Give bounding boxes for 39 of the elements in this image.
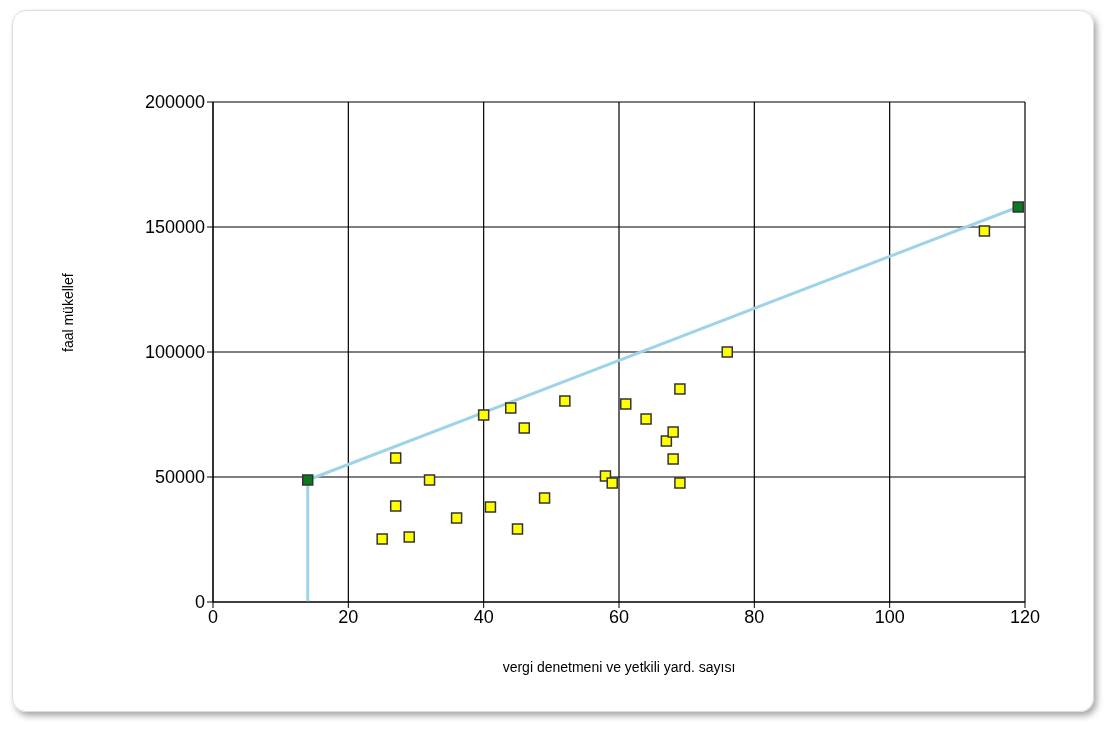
x-tick-label: 40 <box>473 606 494 627</box>
x-axis-title: vergi denetmeni ve yetkili yard. sayısı <box>502 659 736 675</box>
point <box>667 426 679 438</box>
x-tick-label: 80 <box>744 606 765 627</box>
point <box>504 402 517 414</box>
point <box>978 225 991 237</box>
y-axis-title: faal mükellef <box>59 273 76 352</box>
y-tick-label: 200000 <box>144 92 205 113</box>
y-tick-label: 50000 <box>154 467 205 488</box>
point <box>450 512 463 524</box>
x-tick-label: 100 <box>874 606 905 627</box>
point <box>511 523 524 535</box>
point <box>640 413 652 425</box>
x-tick-label: 0 <box>207 606 219 627</box>
point <box>538 492 551 504</box>
point <box>660 435 673 447</box>
point <box>403 531 415 543</box>
point <box>620 398 632 410</box>
point <box>518 422 531 434</box>
point <box>376 533 388 545</box>
point <box>721 346 734 358</box>
point <box>484 501 497 513</box>
y-tick-label: 150000 <box>144 217 205 238</box>
x-tick-label: 120 <box>1009 606 1041 627</box>
point <box>389 452 402 464</box>
y-tick-label: 0 <box>194 592 205 613</box>
point <box>606 477 618 489</box>
point <box>423 474 436 486</box>
x-tick-label: 20 <box>338 606 359 627</box>
point <box>667 453 679 465</box>
point <box>301 474 314 486</box>
point <box>674 383 686 395</box>
y-tick-label: 100000 <box>144 342 205 363</box>
point <box>674 477 686 489</box>
point <box>1012 201 1024 213</box>
point <box>477 409 490 421</box>
x-tick-label: 60 <box>608 606 630 627</box>
point <box>559 395 571 407</box>
point <box>389 500 402 512</box>
